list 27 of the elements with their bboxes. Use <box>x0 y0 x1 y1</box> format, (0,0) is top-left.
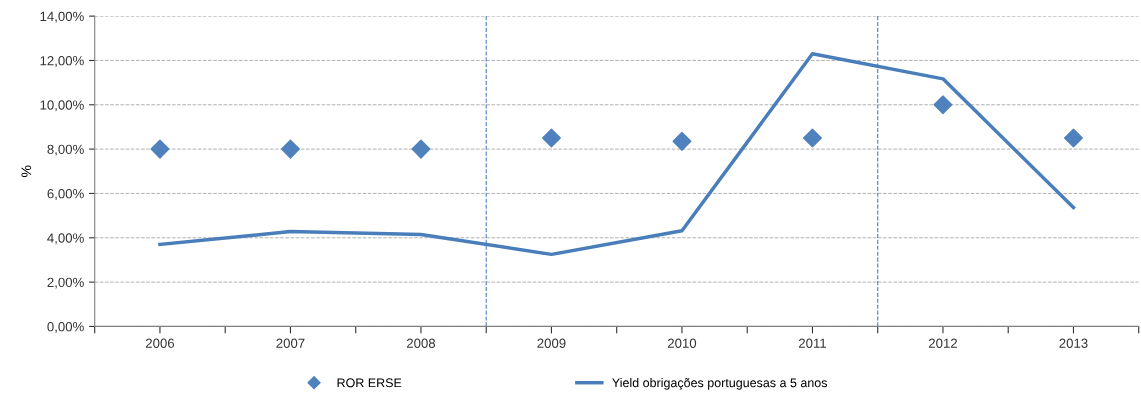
y-tick-label: 8,00% <box>47 144 84 156</box>
y-tick-label: 0,00% <box>47 322 84 333</box>
x-tick-label: 2008 <box>406 338 436 348</box>
point <box>802 128 822 148</box>
x-tick-label: 2010 <box>667 338 697 348</box>
point <box>1063 128 1083 148</box>
y-tick-label: 14,00% <box>40 11 84 23</box>
y-tick-label: 2,00% <box>47 277 84 289</box>
y-tick-label: 12,00% <box>40 56 84 67</box>
x-tick-label: 2006 <box>145 338 175 348</box>
point <box>150 139 170 159</box>
point <box>672 131 692 151</box>
x-tick-label: 2013 <box>1059 338 1088 348</box>
y-tick-label: 6,00% <box>47 189 84 200</box>
y-axis-title: % <box>21 165 32 177</box>
point <box>280 139 300 159</box>
point <box>411 139 431 159</box>
x-tick-label: 2009 <box>537 338 566 348</box>
x-tick-label: 2007 <box>276 338 305 348</box>
y-tick-label: 4,00% <box>47 233 84 245</box>
legend-label: Yield obrigações portuguesas a 5 anos <box>612 378 828 390</box>
y-tick-label: 10,00% <box>40 100 84 112</box>
legend-label: ROR ERSE <box>337 378 402 388</box>
x-tick-label: 2011 <box>798 338 827 348</box>
x-tick-label: 2012 <box>928 338 957 348</box>
point <box>933 95 953 115</box>
point <box>541 128 561 148</box>
